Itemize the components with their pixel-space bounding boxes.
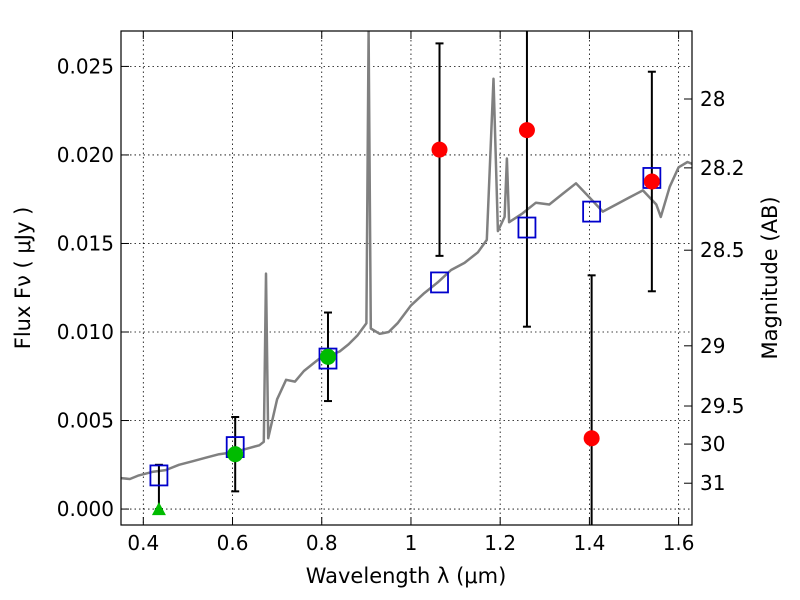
right-tick-label: 29 [700, 334, 725, 358]
measured-photometry-point [431, 141, 448, 158]
right-axis-ticks: 28 28.2 28.5 29 29.5 30 31 [684, 87, 745, 495]
measured-photometry-point [227, 446, 244, 463]
x-axis-ticks: 0.4 0.6 0.8 1 1.2 1.4 1.6 [127, 31, 695, 555]
upper-limit-point [151, 502, 166, 516]
y-axis-ticks: 0.000 0.005 0.010 0.015 0.020 0.025 [57, 54, 129, 521]
x-tick-label: 1 [405, 531, 418, 555]
x-tick-label: 1.2 [484, 531, 516, 555]
plot-frame [120, 30, 693, 526]
model-photometry-point [430, 271, 449, 294]
model-photometry-point [582, 200, 602, 223]
grid [121, 31, 692, 525]
right-tick-label: 28.2 [700, 156, 745, 180]
y-tick-label: 0.025 [57, 54, 114, 78]
x-tick-label: 1.6 [663, 531, 695, 555]
y-tick-label: 0.000 [57, 497, 114, 521]
right-tick-label: 28 [700, 87, 725, 111]
y-tick-label: 0.005 [57, 409, 114, 433]
model-photometry-point [517, 216, 537, 239]
measured-photometry-point [643, 173, 660, 190]
right-tick-label: 31 [700, 471, 725, 495]
model-photometry-point [149, 464, 169, 487]
x-tick-label: 0.6 [217, 531, 249, 555]
x-tick-label: 0.8 [306, 531, 338, 555]
y-tick-label: 0.020 [57, 143, 114, 167]
measured-photometry [151, 122, 660, 516]
x-tick-label: 1.4 [573, 531, 605, 555]
right-axis-label: Magnitude (AB) [758, 196, 782, 359]
right-tick-label: 28.5 [700, 238, 745, 262]
plot-area [121, 31, 692, 525]
y-tick-label: 0.015 [57, 231, 114, 255]
measured-photometry-point [319, 348, 336, 365]
x-tick-label: 0.4 [127, 531, 159, 555]
y-axis-label: Flux Fν ( μJy ) [11, 207, 35, 350]
x-axis-label: Wavelength λ (μm) [306, 564, 507, 588]
measured-photometry-point [518, 122, 535, 139]
right-tick-label: 29.5 [700, 394, 745, 418]
y-tick-label: 0.010 [57, 320, 114, 344]
right-tick-label: 30 [700, 432, 725, 456]
measured-photometry-point [583, 430, 600, 447]
model-photometry-point [318, 347, 338, 370]
